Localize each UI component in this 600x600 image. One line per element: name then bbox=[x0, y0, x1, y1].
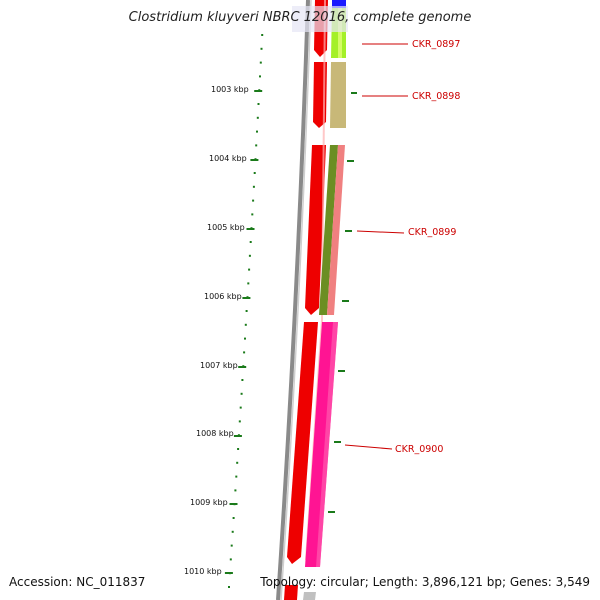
separator: ; bbox=[501, 575, 507, 589]
gene-label-CKR_0900[interactable]: CKR_0900 bbox=[395, 444, 443, 455]
scale-dot bbox=[247, 282, 250, 285]
outer-tick bbox=[345, 230, 352, 232]
length-label: Length: bbox=[372, 575, 419, 589]
scale-dot bbox=[259, 61, 262, 64]
scale-tick bbox=[224, 572, 233, 574]
scale-dot bbox=[257, 103, 260, 105]
leader-CKR_0900 bbox=[344, 444, 393, 450]
scale-label-1004: 1004 kbp bbox=[209, 154, 247, 163]
scale-label-1008: 1008 kbp bbox=[196, 429, 234, 438]
scale-dot bbox=[229, 558, 232, 561]
gene-CKR_0900-edge bbox=[316, 322, 338, 567]
scale-dot bbox=[248, 268, 251, 271]
scale-tick bbox=[229, 503, 238, 505]
outer-tick bbox=[334, 441, 341, 443]
scale-label-1003: 1003 kbp bbox=[211, 85, 249, 94]
scale-dot bbox=[231, 530, 234, 533]
scale-dot bbox=[249, 241, 252, 243]
gene-CKR_0897-stripe bbox=[338, 8, 342, 58]
scale-dot bbox=[241, 379, 244, 381]
scale-tick bbox=[254, 90, 263, 92]
genes-label: Genes: bbox=[509, 575, 552, 589]
accession-label: Accession: bbox=[9, 575, 73, 589]
map-title: Clostridium kluyveri NBRC 12016, complet… bbox=[128, 10, 472, 25]
scale-dot bbox=[252, 199, 255, 202]
scale-label-1007: 1007 kbp bbox=[200, 361, 238, 370]
gene-label-CKR_0897[interactable]: CKR_0897 bbox=[412, 39, 460, 50]
separator: ; bbox=[364, 575, 369, 589]
genes-count: 3,549 bbox=[555, 575, 590, 589]
accession-value: NC_011837 bbox=[76, 575, 146, 589]
topology-label: Topology: bbox=[260, 575, 317, 589]
scale-dot bbox=[256, 130, 258, 133]
strand-minus-block bbox=[332, 0, 346, 8]
scale-label-1009: 1009 kbp bbox=[190, 498, 228, 507]
scale-dot bbox=[252, 185, 255, 188]
scale-dot bbox=[260, 47, 263, 50]
scale-dot bbox=[259, 75, 261, 78]
gene-CKR_0899-block bbox=[319, 145, 338, 315]
outer-ticks bbox=[328, 92, 357, 513]
scale-label-1006: 1006 kbp bbox=[204, 292, 242, 301]
genome-backbone bbox=[276, 0, 310, 600]
scale-tick bbox=[238, 366, 247, 368]
scale-label-1005: 1005 kbp bbox=[207, 223, 245, 232]
cds-arrow bbox=[284, 585, 298, 600]
scale-ticks bbox=[224, 90, 263, 574]
scale-tick bbox=[233, 435, 242, 437]
scale-dot bbox=[235, 475, 238, 478]
scale-label-1010: 1010 kbp bbox=[184, 567, 222, 576]
outer-tick bbox=[338, 370, 345, 372]
gene-CKR_0899-alt-block bbox=[327, 145, 345, 315]
outer-tick bbox=[342, 300, 349, 302]
scale-tick bbox=[250, 159, 259, 161]
scale-dot bbox=[236, 461, 239, 464]
leader-CKR_0899 bbox=[356, 230, 405, 234]
scale-tick bbox=[246, 228, 255, 230]
gene-label-CKR_0898[interactable]: CKR_0898 bbox=[412, 91, 460, 102]
gene-gray-block bbox=[303, 592, 316, 600]
scale-dot bbox=[243, 351, 246, 354]
scale-dot bbox=[255, 144, 258, 147]
genome-summary: Topology: circular; Length: 3,896,121 bp… bbox=[260, 575, 590, 589]
title-highlight bbox=[292, 6, 348, 32]
scale-dot bbox=[237, 448, 240, 450]
scale-dot bbox=[228, 586, 230, 588]
outer-tick bbox=[347, 160, 354, 162]
scale-dot bbox=[232, 517, 235, 519]
cds-arrow bbox=[287, 322, 318, 564]
topology-value: circular bbox=[320, 575, 365, 589]
scale-dot bbox=[240, 392, 243, 395]
scale-dot bbox=[238, 420, 241, 423]
scale-dot bbox=[230, 544, 233, 547]
genome-backbone-highlight bbox=[280, 0, 312, 600]
scale-dot bbox=[253, 172, 256, 174]
cds-arrow bbox=[305, 145, 326, 315]
scale-dot bbox=[244, 337, 246, 340]
gene-label-leaders bbox=[344, 43, 408, 450]
length-value: 3,896,121 bp bbox=[421, 575, 502, 589]
scale-dot bbox=[261, 34, 264, 36]
scale-dot bbox=[248, 254, 251, 257]
outer-tick bbox=[328, 511, 335, 513]
scale-dot bbox=[251, 213, 254, 216]
gene-CKR_0898-block bbox=[330, 62, 346, 128]
outer-tick bbox=[351, 92, 357, 94]
gene-label-CKR_0899[interactable]: CKR_0899 bbox=[408, 227, 456, 238]
scale-dot bbox=[245, 310, 248, 312]
scale-dot bbox=[256, 116, 259, 119]
accession-info: Accession: NC_011837 bbox=[9, 575, 145, 589]
scale-dot bbox=[244, 323, 247, 326]
scale-tick bbox=[242, 297, 251, 299]
scale-dot bbox=[234, 489, 237, 492]
scale-dot bbox=[239, 406, 242, 409]
